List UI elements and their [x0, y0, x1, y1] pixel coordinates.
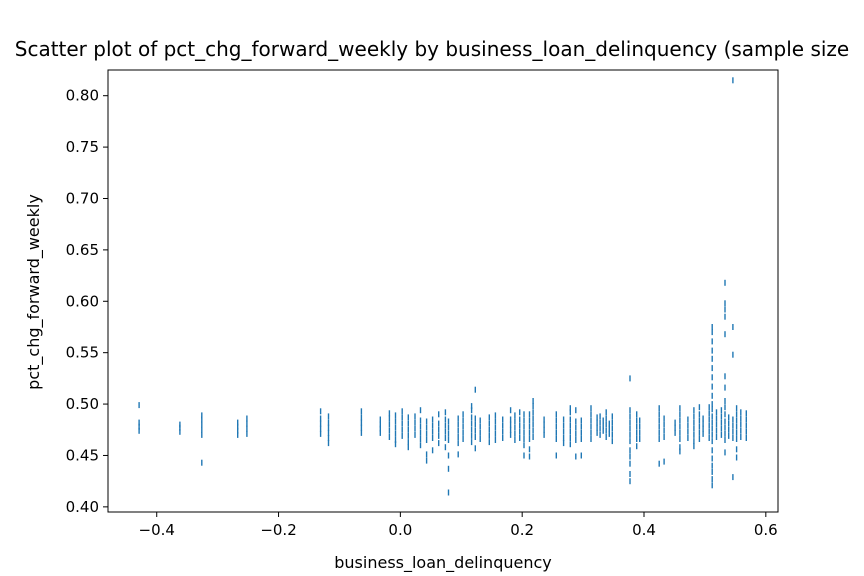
chart-title: Scatter plot of pct_chg_forward_weekly b… — [15, 37, 849, 61]
y-tick-label: 0.50 — [66, 395, 99, 413]
x-tick-label: −0.4 — [139, 521, 175, 539]
x-axis-ticks: −0.4 −0.2 0.0 0.2 0.4 0.6 — [139, 512, 778, 539]
data-points — [138, 77, 747, 496]
x-tick-label: 0.0 — [388, 521, 412, 539]
y-axis-ticks: 0.40 0.45 0.50 0.55 0.60 0.65 0.70 0.75 0.80 — [66, 87, 108, 516]
y-tick-label: 0.70 — [66, 189, 99, 207]
x-tick-label: −0.2 — [260, 521, 296, 539]
y-axis-label: pct_chg_forward_weekly — [24, 194, 44, 390]
y-tick-label: 0.75 — [66, 138, 99, 156]
x-tick-label: 0.6 — [754, 521, 778, 539]
y-tick-label: 0.55 — [66, 344, 99, 362]
x-tick-label: 0.4 — [632, 521, 656, 539]
y-tick-label: 0.65 — [66, 241, 99, 259]
x-axis-label: business_loan_delinquency — [334, 553, 552, 573]
y-tick-label: 0.80 — [66, 87, 99, 105]
y-tick-label: 0.45 — [66, 446, 99, 464]
y-tick-label: 0.60 — [66, 292, 99, 310]
x-tick-label: 0.2 — [510, 521, 534, 539]
y-tick-label: 0.40 — [66, 498, 99, 516]
plot-frame — [107, 69, 779, 513]
